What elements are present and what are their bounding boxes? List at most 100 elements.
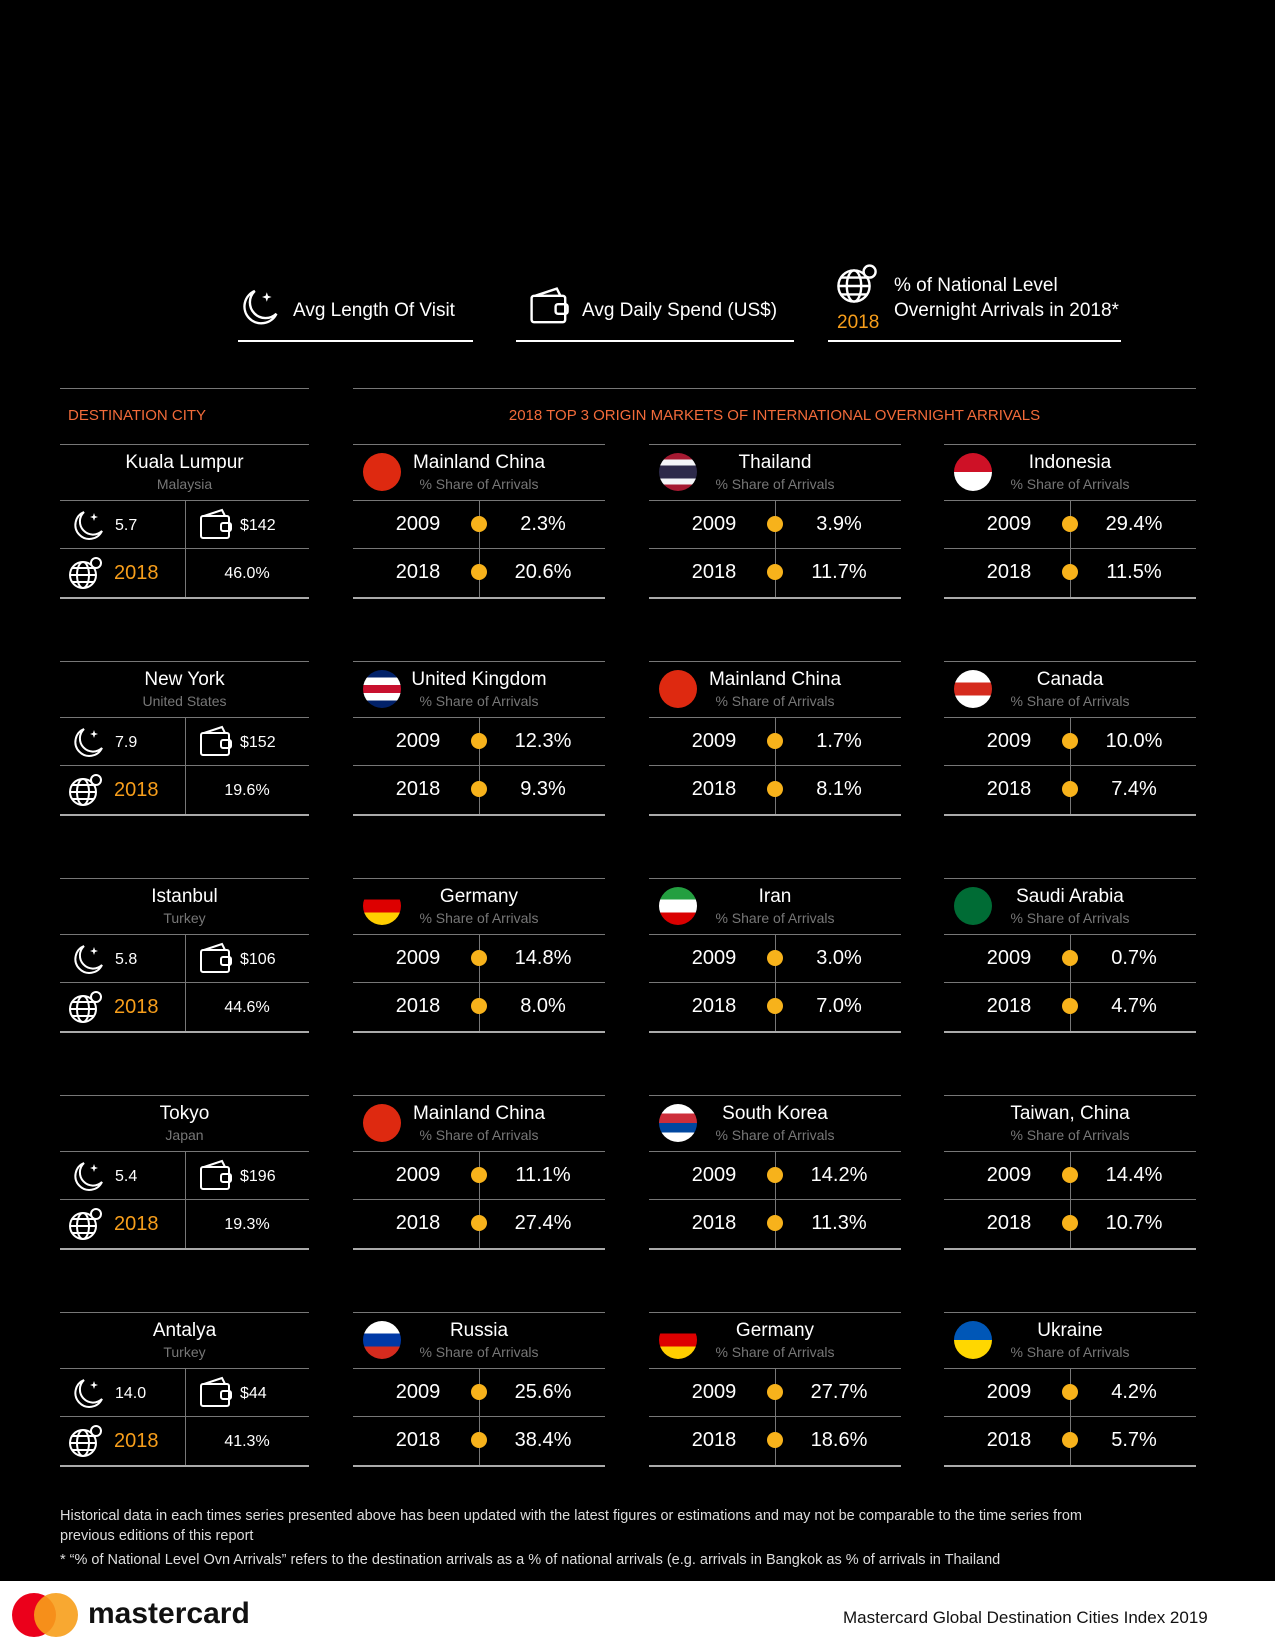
divider <box>649 814 901 816</box>
market-subtitle: % Share of Arrivals <box>715 910 835 926</box>
row-dot <box>767 1215 783 1231</box>
market-subtitle: % Share of Arrivals <box>1010 476 1130 492</box>
row-value: 27.4% <box>514 1212 572 1234</box>
share-year: 2018 <box>114 562 159 584</box>
icon-globe <box>68 555 104 591</box>
avg-spend: $44 <box>240 1385 267 1402</box>
row-value: 3.0% <box>816 947 862 969</box>
divider <box>944 597 1196 599</box>
city-country: Malaysia <box>156 476 213 492</box>
divider <box>185 1151 186 1248</box>
row-year: 2018 <box>986 1212 1032 1234</box>
legend-year: 2018 <box>837 312 880 333</box>
divider <box>60 717 309 718</box>
divider <box>60 1465 309 1467</box>
market-subtitle: % Share of Arrivals <box>715 1127 835 1143</box>
row-year: 2009 <box>691 1164 737 1186</box>
city-country: Turkey <box>163 910 206 926</box>
market-name: South Korea <box>722 1103 828 1124</box>
row-dot <box>767 733 783 749</box>
icon-wallet <box>198 1158 234 1194</box>
divider <box>60 548 309 549</box>
national-share: 19.6% <box>224 782 270 799</box>
divider <box>353 1465 605 1467</box>
market-name: Thailand <box>738 452 812 473</box>
divider <box>60 1151 309 1152</box>
market-subtitle: % Share of Arrivals <box>419 693 539 709</box>
divider <box>649 1312 901 1313</box>
row-dot <box>471 733 487 749</box>
market-subtitle: % Share of Arrivals <box>1010 910 1130 926</box>
divider <box>60 934 309 935</box>
row-year: 2018 <box>395 1212 441 1234</box>
row-year: 2018 <box>691 1212 737 1234</box>
flag <box>363 670 401 708</box>
row-year: 2018 <box>986 561 1032 583</box>
row-value: 14.4% <box>1105 1164 1163 1186</box>
divider <box>185 500 186 597</box>
legend-label: % of National Level <box>894 275 1058 296</box>
market-name: Ukraine <box>1037 1320 1103 1341</box>
icon-moon <box>70 1375 106 1411</box>
icon-moon <box>238 285 281 328</box>
row-year: 2018 <box>986 778 1032 800</box>
divider <box>353 1248 605 1250</box>
row-value: 4.7% <box>1111 995 1157 1017</box>
row-year: 2018 <box>986 995 1032 1017</box>
market-subtitle: % Share of Arrivals <box>419 1344 539 1360</box>
divider <box>649 661 901 662</box>
header-destination: DESTINATION CITY <box>68 407 207 424</box>
market-name: Canada <box>1036 669 1104 690</box>
row-year: 2009 <box>691 513 737 535</box>
icon-globe <box>836 262 879 305</box>
divider <box>649 444 901 445</box>
icon-globe <box>68 989 104 1025</box>
market-subtitle: % Share of Arrivals <box>1010 1344 1130 1360</box>
row-year: 2009 <box>395 730 441 752</box>
divider <box>649 1031 901 1033</box>
divider <box>185 934 186 1031</box>
avg-length: 5.8 <box>115 951 138 968</box>
row-value: 7.4% <box>1111 778 1157 800</box>
city-name: Antalya <box>152 1320 217 1341</box>
row-value: 12.3% <box>514 730 572 752</box>
divider <box>775 500 776 597</box>
icon-wallet <box>198 507 234 543</box>
row-year: 2009 <box>691 1381 737 1403</box>
row-value: 14.8% <box>514 947 572 969</box>
row-value: 2.3% <box>520 513 566 535</box>
report-title: Mastercard Global Destination Cities Ind… <box>843 1608 1208 1627</box>
row-year: 2009 <box>986 730 1032 752</box>
flag <box>363 453 401 491</box>
row-value: 14.2% <box>810 1164 868 1186</box>
city-country: Japan <box>165 1127 204 1143</box>
header-markets: 2018 TOP 3 ORIGIN MARKETS OF INTERNATION… <box>508 407 1041 424</box>
row-year: 2018 <box>986 1429 1032 1451</box>
flag <box>954 887 992 925</box>
flag <box>659 453 697 491</box>
row-value: 18.6% <box>810 1429 868 1451</box>
divider <box>353 878 605 879</box>
avg-spend: $142 <box>240 517 276 534</box>
divider <box>185 717 186 814</box>
market-subtitle: % Share of Arrivals <box>419 910 539 926</box>
brand: mastercard <box>88 1597 250 1630</box>
row-dot <box>767 950 783 966</box>
share-year: 2018 <box>114 779 159 801</box>
row-value: 9.3% <box>520 778 566 800</box>
avg-length: 5.4 <box>115 1168 138 1185</box>
flag <box>659 1104 697 1142</box>
row-dot <box>471 1167 487 1183</box>
market-subtitle: % Share of Arrivals <box>715 1344 835 1360</box>
divider <box>353 597 605 599</box>
market-name: Saudi Arabia <box>1016 886 1124 907</box>
footnote: Historical data in each times series pre… <box>60 1508 1082 1544</box>
market-name: Russia <box>449 1320 509 1341</box>
row-year: 2009 <box>395 947 441 969</box>
row-value: 4.2% <box>1111 1381 1157 1403</box>
flag <box>363 1321 401 1359</box>
market-name: Mainland China <box>412 1103 546 1124</box>
row-dot <box>471 998 487 1014</box>
divider <box>479 934 480 1031</box>
